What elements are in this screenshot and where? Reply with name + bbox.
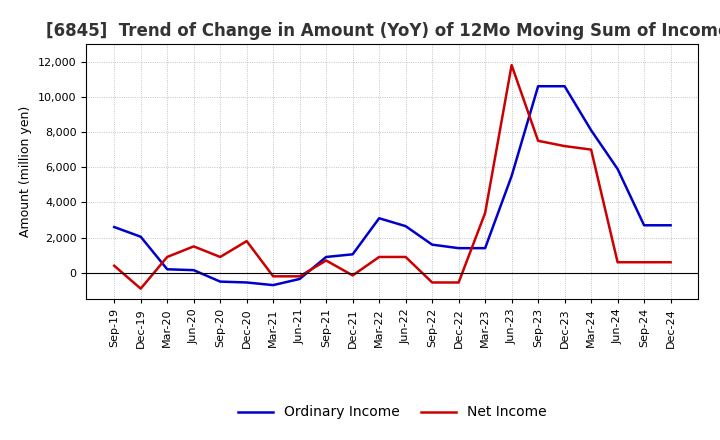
Ordinary Income bbox=[110, 224, 119, 230]
Ordinary Income bbox=[375, 216, 384, 221]
Net Income bbox=[666, 260, 675, 265]
Ordinary Income bbox=[613, 166, 622, 172]
Net Income bbox=[454, 280, 463, 285]
Net Income bbox=[375, 254, 384, 260]
Ordinary Income bbox=[401, 224, 410, 229]
Net Income bbox=[508, 62, 516, 68]
Net Income bbox=[136, 286, 145, 291]
Ordinary Income bbox=[534, 84, 542, 89]
Legend: Ordinary Income, Net Income: Ordinary Income, Net Income bbox=[233, 400, 552, 425]
Title: [6845]  Trend of Change in Amount (YoY) of 12Mo Moving Sum of Incomes: [6845] Trend of Change in Amount (YoY) o… bbox=[46, 22, 720, 40]
Net Income bbox=[322, 258, 330, 263]
Ordinary Income bbox=[295, 276, 304, 282]
Net Income bbox=[110, 263, 119, 268]
Ordinary Income bbox=[243, 280, 251, 285]
Net Income bbox=[348, 273, 357, 278]
Ordinary Income bbox=[666, 223, 675, 228]
Ordinary Income bbox=[136, 234, 145, 239]
Ordinary Income bbox=[481, 246, 490, 251]
Net Income bbox=[269, 274, 277, 279]
Net Income bbox=[189, 244, 198, 249]
Net Income bbox=[428, 280, 436, 285]
Net Income bbox=[401, 254, 410, 260]
Ordinary Income bbox=[269, 282, 277, 288]
Ordinary Income bbox=[428, 242, 436, 247]
Ordinary Income bbox=[348, 252, 357, 257]
Ordinary Income bbox=[587, 128, 595, 133]
Net Income bbox=[481, 210, 490, 216]
Net Income bbox=[613, 260, 622, 265]
Ordinary Income bbox=[189, 268, 198, 273]
Net Income bbox=[243, 238, 251, 244]
Ordinary Income bbox=[454, 246, 463, 251]
Ordinary Income bbox=[508, 173, 516, 179]
Ordinary Income bbox=[322, 254, 330, 260]
Ordinary Income bbox=[216, 279, 225, 284]
Net Income bbox=[163, 254, 171, 260]
Line: Net Income: Net Income bbox=[114, 65, 670, 289]
Ordinary Income bbox=[560, 84, 569, 89]
Ordinary Income bbox=[163, 267, 171, 272]
Ordinary Income bbox=[640, 223, 649, 228]
Y-axis label: Amount (million yen): Amount (million yen) bbox=[19, 106, 32, 237]
Net Income bbox=[587, 147, 595, 152]
Line: Ordinary Income: Ordinary Income bbox=[114, 86, 670, 285]
Net Income bbox=[295, 274, 304, 279]
Net Income bbox=[534, 138, 542, 143]
Net Income bbox=[640, 260, 649, 265]
Net Income bbox=[560, 143, 569, 149]
Net Income bbox=[216, 254, 225, 260]
